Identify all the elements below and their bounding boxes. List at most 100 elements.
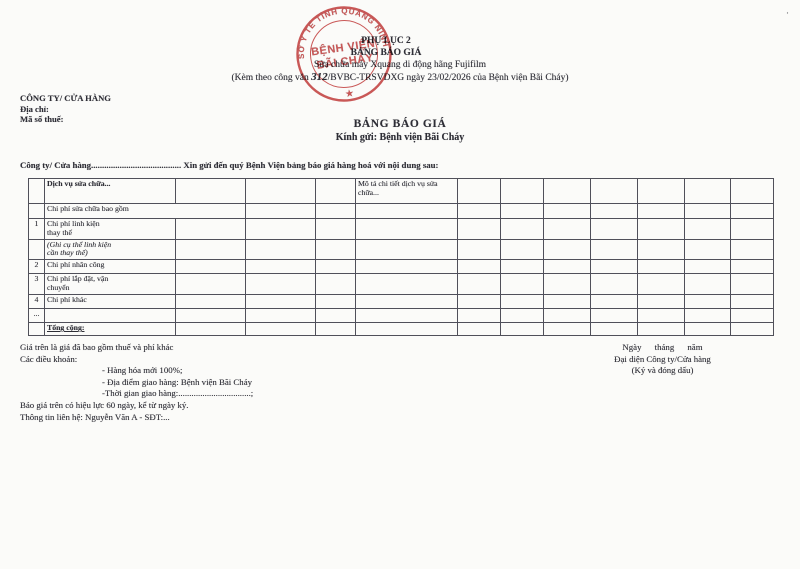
empty-cell bbox=[637, 178, 685, 204]
empty-cell bbox=[355, 259, 458, 275]
terms-line: Báo giá trên có hiệu lực 60 ngày, kể từ … bbox=[20, 399, 189, 410]
empty-cell bbox=[637, 308, 685, 324]
quotation-table: Dịch vụ sửa chữa... Mô tả chi tiết dịch … bbox=[28, 178, 774, 337]
header-reference: (Kèm theo công văn 312/BVBC-TRSVDXG ngày… bbox=[0, 71, 800, 84]
empty-cell bbox=[684, 259, 731, 275]
empty-cell bbox=[355, 203, 458, 219]
stamp-inner-ring bbox=[310, 20, 378, 88]
empty-cell bbox=[175, 259, 246, 275]
hospital-stamp-icon: SỞ Y TẾ TỈNH QUẢNG NINH BỆNH VIỆN BÃI CH… bbox=[291, 0, 392, 102]
empty-cell bbox=[457, 238, 501, 261]
empty-cell bbox=[175, 308, 246, 324]
company-tax-code-label: Mã số thuế: bbox=[20, 114, 64, 124]
table-row: (Ghi cụ thể linh kiện cần thay thế) bbox=[28, 238, 774, 261]
empty-cell bbox=[730, 322, 774, 337]
terms-item: -Thời gian giao hàng:...................… bbox=[102, 388, 254, 399]
table-row: 4 Chi phí khác bbox=[28, 294, 774, 310]
empty-cell bbox=[730, 259, 774, 275]
empty-cell bbox=[355, 238, 458, 261]
empty-cell bbox=[730, 203, 774, 219]
empty-cell bbox=[684, 294, 731, 310]
description-column-header: Mô tả chi tiết dịch vụ sửa chữa... bbox=[355, 178, 458, 204]
scan-speck: · bbox=[786, 8, 789, 18]
empty-cell bbox=[543, 322, 591, 337]
empty-cell bbox=[457, 322, 501, 337]
row-number-cell: 3 bbox=[28, 273, 45, 296]
empty-cell bbox=[684, 203, 731, 219]
empty-cell bbox=[457, 218, 501, 240]
empty-cell bbox=[315, 238, 356, 261]
terms-line: Giá trên là giá đã bao gồm thuế và phí k… bbox=[20, 342, 174, 352]
row-number-cell: 1 bbox=[28, 218, 45, 240]
terms-item: - Địa điểm giao hàng: Bệnh viện Bãi Cháy bbox=[102, 376, 253, 387]
empty-cell bbox=[684, 308, 731, 324]
empty-cell bbox=[730, 178, 774, 204]
empty-cell bbox=[543, 178, 591, 204]
empty-cell bbox=[315, 294, 356, 310]
total-label-cell: Tổng cộng: bbox=[44, 322, 176, 337]
row-label-cell: Chi phí linh kiện thay thế bbox=[44, 218, 176, 240]
empty-cell bbox=[245, 322, 316, 337]
empty-cell bbox=[543, 218, 591, 240]
company-name-label: CÔNG TY/ CỬA HÀNG bbox=[20, 93, 111, 103]
row-label-cell: Chi phí sửa chữa bao gồm bbox=[44, 203, 246, 219]
row-label-cell: Chi phí khác bbox=[44, 294, 176, 310]
empty-cell bbox=[590, 294, 638, 310]
empty-cell bbox=[730, 218, 774, 240]
empty-cell bbox=[315, 203, 356, 219]
empty-cell bbox=[500, 203, 544, 219]
table-row: Chi phí sửa chữa bao gồm bbox=[28, 203, 774, 219]
empty-cell bbox=[590, 178, 638, 204]
row-number-cell: ... bbox=[28, 308, 45, 324]
row-number-cell bbox=[28, 238, 45, 261]
empty-cell bbox=[355, 294, 458, 310]
signature-representative-line: Đại diện Công ty/Cửa hàng bbox=[614, 353, 711, 364]
quote-title-block: BẢNG BÁO GIÁ Kính gửi: Bệnh viện Bãi Chá… bbox=[0, 118, 800, 143]
empty-cell bbox=[245, 273, 316, 296]
table-row: ... bbox=[28, 308, 774, 324]
empty-cell bbox=[637, 218, 685, 240]
empty-cell bbox=[315, 273, 356, 296]
row-number-cell: 2 bbox=[28, 259, 45, 275]
empty-cell bbox=[590, 238, 638, 261]
empty-cell bbox=[315, 308, 356, 324]
empty-cell bbox=[245, 308, 316, 324]
empty-cell bbox=[684, 273, 731, 296]
empty-cell bbox=[175, 294, 246, 310]
signature-note: (Ký và đóng dấu) bbox=[631, 365, 694, 376]
empty-cell bbox=[500, 322, 544, 337]
company-block: CÔNG TY/ CỬA HÀNG Địa chỉ: Mã số thuế: bbox=[20, 93, 111, 125]
stamp-outer-ring bbox=[296, 6, 392, 102]
empty-cell bbox=[175, 322, 246, 337]
empty-cell bbox=[637, 322, 685, 337]
empty-cell bbox=[590, 322, 638, 337]
empty-cell bbox=[590, 273, 638, 296]
empty-cell bbox=[355, 322, 458, 337]
empty-cell bbox=[500, 294, 544, 310]
empty-cell bbox=[590, 259, 638, 275]
empty-cell bbox=[543, 273, 591, 296]
table-row: 1 Chi phí linh kiện thay thế bbox=[28, 218, 774, 240]
table-row: 3 Chi phí lắp đặt, vận chuyển bbox=[28, 273, 774, 296]
empty-cell bbox=[543, 259, 591, 275]
table-row: 2 Chi phí nhân công bbox=[28, 259, 774, 275]
empty-cell bbox=[684, 218, 731, 240]
row-label-cell: (Ghi cụ thể linh kiện cần thay thế) bbox=[44, 238, 176, 261]
empty-cell bbox=[175, 218, 246, 240]
document-header: PHỤ LỤC 2 BẢNG BÁO GIÁ Sửa chữa máy Xqua… bbox=[0, 35, 800, 84]
company-address-label: Địa chỉ: bbox=[20, 103, 49, 114]
intro-line: Công ty/ Cửa hàng.......................… bbox=[20, 160, 439, 170]
row-number-cell bbox=[28, 203, 45, 219]
header-doc-type: BẢNG BÁO GIÁ bbox=[350, 48, 422, 58]
empty-cell bbox=[500, 178, 544, 204]
empty-cell bbox=[730, 273, 774, 296]
empty-cell bbox=[543, 238, 591, 261]
empty-cell bbox=[245, 238, 316, 261]
table-header-row: Dịch vụ sửa chữa... Mô tả chi tiết dịch … bbox=[28, 178, 774, 204]
empty-cell bbox=[637, 273, 685, 296]
empty-cell bbox=[457, 308, 501, 324]
empty-cell bbox=[457, 203, 501, 219]
service-column-header: Dịch vụ sửa chữa... bbox=[44, 178, 176, 204]
empty-cell bbox=[590, 203, 638, 219]
empty-cell bbox=[315, 218, 356, 240]
